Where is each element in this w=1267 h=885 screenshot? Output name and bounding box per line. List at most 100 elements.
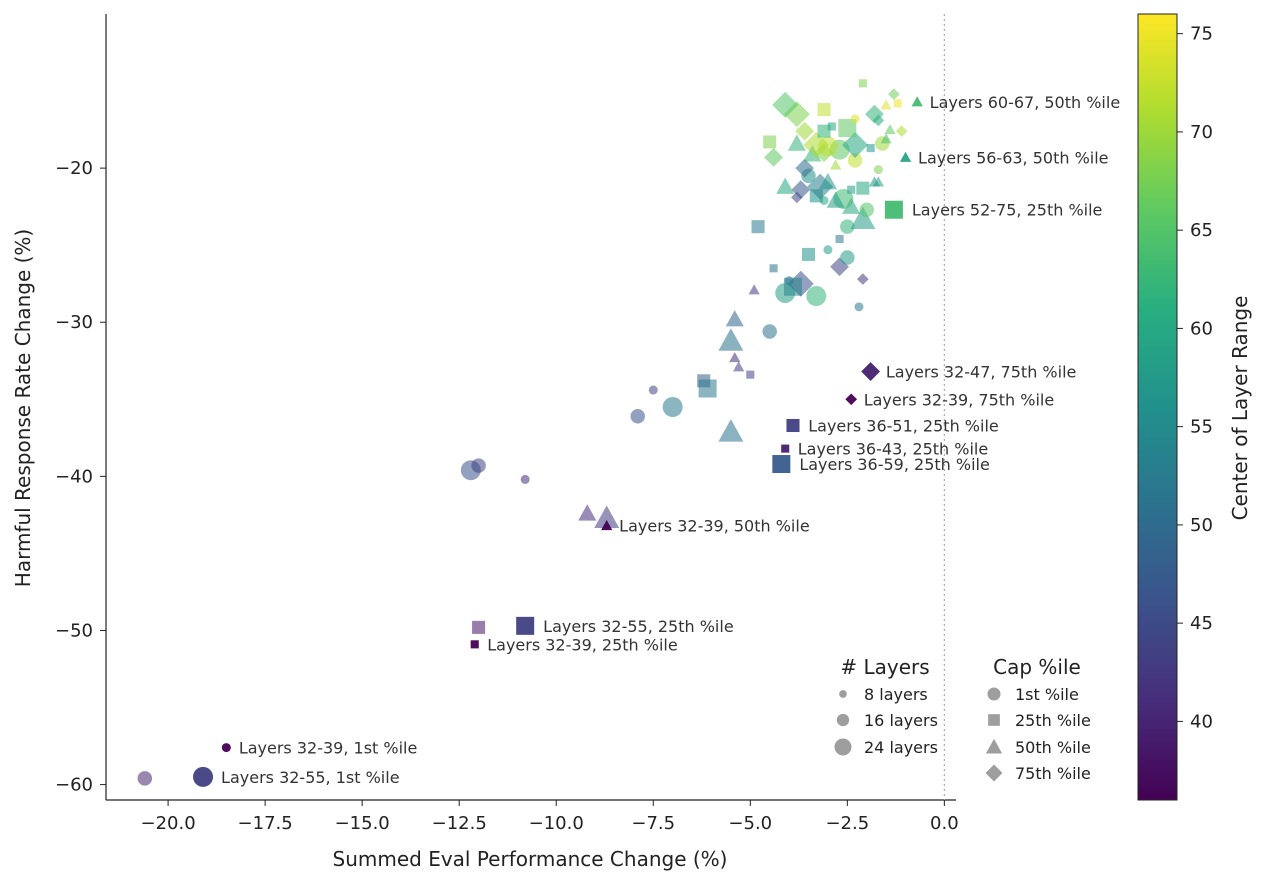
legend-layers-title: # Layers [840, 655, 929, 679]
legend-size-marker [836, 713, 850, 727]
data-point [718, 419, 744, 442]
x-tick-label: −10.0 [529, 813, 584, 834]
data-point [830, 257, 849, 277]
data-point [895, 125, 908, 137]
data-points [137, 79, 908, 786]
data-point [751, 220, 765, 234]
data-point [803, 132, 830, 158]
legend-shape-marker [987, 687, 1001, 701]
data-point [817, 103, 831, 117]
highlighted-point [781, 444, 790, 453]
data-point [880, 99, 892, 110]
data-point [856, 181, 870, 195]
highlighted-point [845, 393, 858, 406]
colorbar-tick-label: 40 [1190, 711, 1213, 732]
x-tick-label: −17.5 [238, 813, 293, 834]
highlighted-point [601, 520, 613, 531]
data-point [850, 206, 876, 229]
data-point [817, 124, 831, 138]
y-tick-label: −50 [55, 620, 93, 641]
y-axis-ticks: −20 −30 −40 −50 −60 [55, 158, 106, 796]
data-point [763, 135, 777, 149]
data-point [791, 191, 803, 204]
data-point [872, 114, 885, 127]
data-point [791, 180, 811, 200]
data-point [795, 121, 815, 141]
data-point [520, 474, 530, 484]
data-point [733, 361, 745, 372]
point-annotation: Layers 36-43, 25th %ile [798, 440, 989, 459]
point-annotation: Layers 32-39, 50th %ile [619, 517, 810, 536]
highlighted-point [470, 640, 479, 649]
data-point [772, 91, 799, 118]
highlighted-point [899, 151, 912, 162]
data-point [854, 302, 864, 312]
highlighted-point [861, 362, 881, 381]
highlighted-point [221, 743, 231, 753]
legend-shape-marker [985, 764, 1003, 782]
data-point [838, 119, 857, 138]
data-point [472, 620, 486, 634]
highlighted-point [193, 766, 214, 787]
data-point [784, 276, 794, 286]
point-annotation: Layers 52-75, 25th %ile [912, 201, 1103, 220]
data-point [847, 185, 856, 194]
point-annotation: Layers 56-63, 50th %ile [918, 148, 1109, 167]
data-point [748, 284, 760, 295]
data-point [859, 202, 874, 217]
data-point [698, 379, 717, 398]
point-annotation: Layers 36-51, 25th %ile [808, 416, 999, 435]
data-point [718, 328, 744, 351]
data-point [806, 286, 827, 307]
data-point [764, 147, 784, 167]
legend-size-marker [839, 690, 847, 698]
data-point [840, 219, 855, 234]
y-tick-label: −60 [55, 775, 93, 796]
point-annotation: Layers 32-55, 25th %ile [543, 617, 734, 636]
colorbar-tick-label: 50 [1190, 515, 1213, 536]
highlighted-point [911, 96, 923, 107]
data-point [840, 250, 855, 265]
colorbar-ticks: 40 45 50 55 60 65 70 75 [1177, 24, 1213, 732]
y-tick-label: −20 [55, 158, 93, 179]
point-annotation: Layers 36-59, 25th %ile [799, 455, 990, 474]
highlighted-point [884, 200, 903, 219]
colorbar-tick-label: 65 [1190, 220, 1213, 241]
data-point [725, 310, 744, 327]
data-point [893, 99, 902, 108]
legend-shape-label: 50th %ile [1015, 738, 1091, 757]
data-point [787, 134, 806, 151]
colorbar-tick-label: 55 [1190, 417, 1213, 438]
data-point [729, 352, 741, 363]
highlighted-point [786, 418, 800, 433]
x-tick-label: −7.5 [631, 813, 675, 834]
data-point [866, 144, 875, 153]
data-point [865, 104, 884, 124]
data-point [827, 122, 836, 131]
legend-size-label: 16 layers [864, 711, 938, 730]
legend-shape-label: 25th %ile [1015, 711, 1091, 730]
y-tick-label: −30 [55, 312, 93, 333]
point-annotation: Layers 32-47, 75th %ile [886, 363, 1076, 382]
data-point [842, 132, 869, 158]
data-point [648, 385, 658, 395]
data-point [630, 408, 645, 424]
legend-shape-marker [988, 714, 1000, 726]
data-point [873, 165, 883, 175]
x-tick-label: 0.0 [930, 813, 959, 834]
data-point [594, 505, 620, 528]
point-annotation: Layers 60-67, 50th %ile [930, 93, 1121, 112]
legend-cap-percentile: Cap %ile 1st %ile 25th %ile 50th %ile 75th … [985, 655, 1091, 783]
data-point [858, 79, 867, 88]
x-tick-label: −15.0 [335, 813, 390, 834]
data-point [850, 114, 860, 124]
data-point [847, 153, 863, 168]
point-annotation: Layers 32-39, 75th %ile [864, 390, 1055, 409]
data-point [471, 458, 486, 473]
data-point [880, 133, 892, 144]
highlighted-point [516, 616, 535, 635]
legend-size-marker [834, 738, 852, 756]
data-point [769, 264, 778, 273]
x-tick-label: −2.5 [825, 813, 869, 834]
